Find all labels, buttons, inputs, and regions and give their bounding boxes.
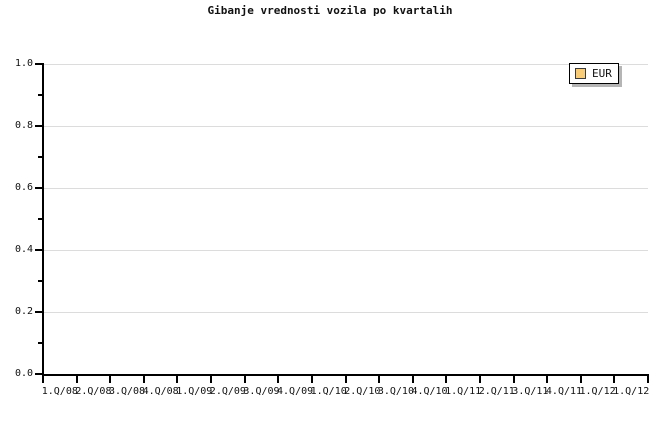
x-tick-label: 2.Q/10 <box>344 386 381 397</box>
y-tick-label: 0.4 <box>14 244 33 255</box>
x-tick <box>243 376 246 383</box>
x-tick <box>109 376 112 383</box>
x-tick-label: 1.Q/12 <box>613 386 650 397</box>
y-tick-major <box>35 373 43 375</box>
x-tick <box>42 376 44 383</box>
x-tick-label: 4.Q/10 <box>411 386 448 397</box>
legend[interactable]: EUR <box>569 63 619 84</box>
x-tick <box>310 376 313 383</box>
y-tick-major <box>35 63 43 65</box>
y-tick-label: 0.6 <box>14 182 33 193</box>
x-tick <box>142 376 145 383</box>
x-tick-label: 2.Q/08 <box>75 386 112 397</box>
x-tick <box>344 376 347 383</box>
y-tick-minor <box>38 94 43 96</box>
y-tick-minor <box>38 342 43 344</box>
y-tick-label: 0.8 <box>14 120 33 131</box>
x-tick <box>378 376 381 383</box>
gridline-y <box>43 126 648 127</box>
x-tick-label: 3.Q/11 <box>512 386 549 397</box>
y-tick-major <box>35 187 43 189</box>
x-tick-label: 3.Q/10 <box>377 386 414 397</box>
x-tick-label: 4.Q/11 <box>545 386 583 397</box>
x-tick <box>277 376 280 383</box>
legend-label-eur: EUR <box>592 67 612 80</box>
x-tick <box>75 376 78 383</box>
x-tick <box>210 376 213 383</box>
x-tick-label: 1.Q/11 <box>445 386 482 397</box>
gridline-y <box>43 250 648 251</box>
x-tick <box>445 376 448 383</box>
x-tick <box>647 376 649 383</box>
y-tick-minor <box>38 218 43 220</box>
x-tick-label: 3.Q/08 <box>108 386 146 397</box>
x-tick-label: 1.Q/09 <box>176 386 213 397</box>
x-tick-label: 1.Q/12 <box>579 386 616 397</box>
y-tick-label: 0.2 <box>14 306 33 317</box>
y-tick-minor <box>38 280 43 282</box>
gridline-y <box>43 188 648 189</box>
x-tick <box>613 376 616 383</box>
x-tick-label: 2.Q/11 <box>478 386 515 397</box>
x-tick <box>176 376 179 383</box>
y-axis-line <box>42 63 44 376</box>
x-tick-label: 1.Q/08 <box>41 386 78 397</box>
x-tick <box>546 376 549 383</box>
y-tick-major <box>35 125 43 127</box>
gridline-y <box>43 312 648 313</box>
x-tick <box>411 376 414 383</box>
x-tick-label: 2.Q/09 <box>209 386 246 397</box>
x-tick-label: 4.Q/08 <box>142 386 179 397</box>
gridline-y <box>43 64 648 65</box>
chart-title: Gibanje vrednosti vozila po kvartalih <box>207 4 453 17</box>
legend-swatch-eur <box>575 68 586 79</box>
y-tick-major <box>35 249 43 251</box>
x-tick <box>478 376 481 383</box>
y-tick-major <box>35 311 43 313</box>
plot-area <box>43 64 648 375</box>
x-tick-label: 3.Q/09 <box>243 386 280 397</box>
x-tick-label: 1.Q/10 <box>310 386 347 397</box>
y-tick-label: 1.0 <box>14 58 33 69</box>
x-axis-line <box>42 374 649 376</box>
x-tick-label: 4.Q/09 <box>277 386 314 397</box>
y-tick-label: 0.0 <box>14 368 33 379</box>
x-tick <box>579 376 582 383</box>
y-axis-labels: 0.0 0.2 0.4 0.6 0.8 1.0 <box>0 0 33 440</box>
x-tick <box>512 376 515 383</box>
y-tick-minor <box>38 156 43 158</box>
